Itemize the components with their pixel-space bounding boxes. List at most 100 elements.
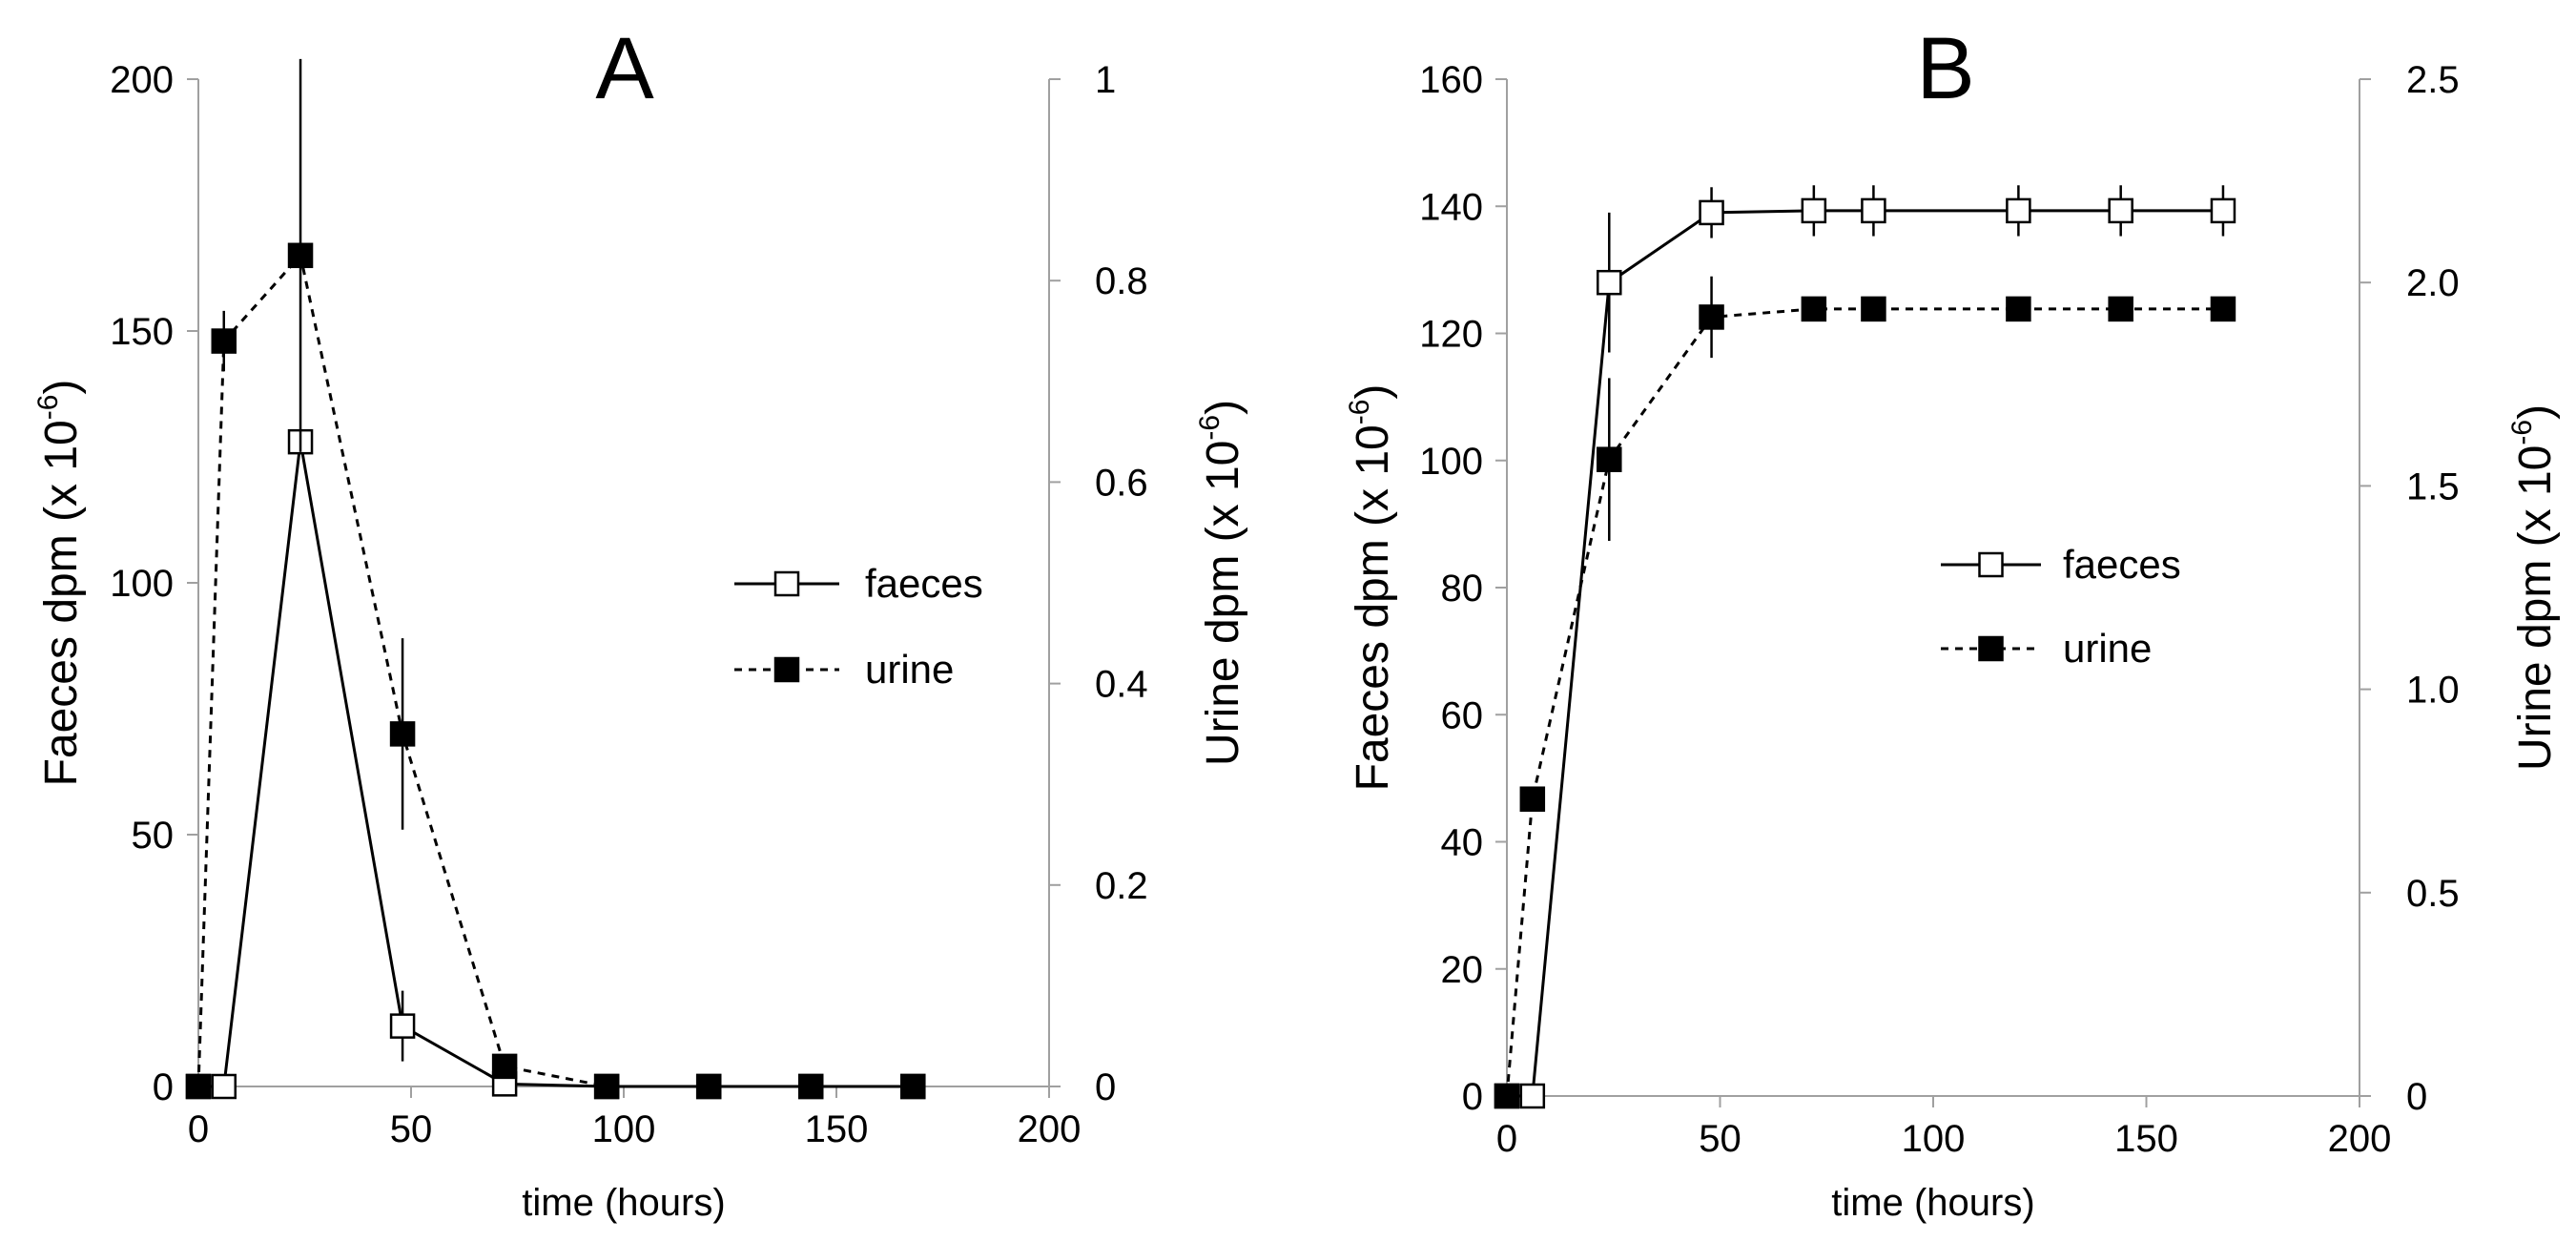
series-line-urine <box>196 252 914 1088</box>
x-tick-label: 150 <box>805 1108 869 1150</box>
data-point-urine <box>1861 296 1886 322</box>
data-point-urine <box>211 328 237 354</box>
x-tick-label: 50 <box>1699 1118 1741 1160</box>
series-urine <box>1494 276 2236 1109</box>
y-axis-title-main: Faeces dpm (x 10 <box>36 420 87 786</box>
legend-marker <box>1978 635 2004 662</box>
y-axis-title-main: Faeces dpm (x 10 <box>1348 424 1398 791</box>
x-tick-label: 100 <box>1902 1118 1966 1160</box>
y-axis-title-sup: -6 <box>2506 420 2538 445</box>
y-left-tick-label: 0 <box>153 1066 174 1108</box>
data-point-faeces <box>2108 197 2133 224</box>
y-right-tick-label: 1.5 <box>2406 465 2460 507</box>
legend-marker <box>1978 551 2004 578</box>
y-left-tick-label: 0 <box>1462 1076 1483 1118</box>
y-left-tick-label: 50 <box>132 815 175 857</box>
y-right-tick-label: 0.5 <box>2406 873 2460 915</box>
legend-item-faeces: faeces <box>1941 542 2181 587</box>
chart-panel-a: 0 50 100 150 200 0 50 100 150 200 0 0.2 0.4 0.6 0.8 1 ti… <box>32 20 1248 1224</box>
series-faeces <box>185 428 926 1100</box>
legend-label: urine <box>865 647 954 692</box>
series-line-faeces <box>198 441 914 1088</box>
data-point-urine <box>1519 786 1546 812</box>
data-point-urine <box>797 1073 824 1100</box>
data-point-faeces <box>2006 197 2031 224</box>
data-point-faeces <box>1699 199 1724 226</box>
y-axis-title-sup: -6 <box>32 395 64 421</box>
data-point-faeces <box>1801 197 1827 224</box>
legend-item-urine: urine <box>734 647 954 692</box>
legend-marker <box>773 656 800 683</box>
y-right-tick-label: 0.4 <box>1095 664 1148 706</box>
y-left-tick-label: 20 <box>1441 949 1484 991</box>
data-point-urine <box>2108 296 2133 322</box>
data-point-urine <box>287 242 314 269</box>
x-tick-label: 50 <box>390 1108 433 1150</box>
data-point-faeces <box>2210 197 2236 224</box>
data-point-urine <box>2006 296 2031 322</box>
y-axis-title-right: Urine dpm (x 10-6) <box>2506 404 2561 771</box>
data-point-faeces <box>1597 269 1622 296</box>
data-point-urine <box>695 1073 722 1100</box>
panel-label: A <box>595 20 654 117</box>
y-axis-title-end: ) <box>1348 384 1398 400</box>
y-axis-title-left: Faeces dpm (x 10-6) <box>1344 384 1398 792</box>
y-right-tick-label: 0 <box>1095 1066 1116 1108</box>
legend-label: faeces <box>2063 542 2181 587</box>
y-left-tick-label: 150 <box>110 311 174 353</box>
y-left-tick-label: 100 <box>110 563 174 605</box>
y-right-tick-label: 0.8 <box>1095 260 1148 302</box>
y-left-tick-label: 200 <box>110 59 174 101</box>
data-point-faeces <box>211 1073 237 1100</box>
x-axis-title: time (hours) <box>522 1182 725 1224</box>
data-point-faeces <box>1519 1083 1546 1109</box>
y-axis-title-end: ) <box>1198 400 1248 415</box>
x-tick-label: 0 <box>188 1108 209 1150</box>
y-axis-title-end: ) <box>36 380 87 395</box>
x-tick-label: 100 <box>592 1108 656 1150</box>
series-urine <box>185 58 926 1100</box>
data-point-urine <box>389 721 416 747</box>
x-tick-label: 0 <box>1496 1118 1517 1160</box>
legend-item-urine: urine <box>1941 626 2152 671</box>
data-point-urine <box>1597 446 1622 472</box>
y-left-tick-label: 120 <box>1419 314 1483 356</box>
series-line-urine <box>1505 307 2223 1097</box>
x-axis-title: time (hours) <box>1831 1182 2034 1224</box>
y-right-tick-label: 0.6 <box>1095 462 1148 504</box>
y-right-tick-label: 0 <box>2406 1076 2427 1118</box>
data-point-urine <box>900 1073 926 1100</box>
y-axis-title-end: ) <box>2510 404 2561 420</box>
y-right-tick-label: 0.2 <box>1095 865 1148 907</box>
y-right-tick-label: 2.5 <box>2406 59 2460 101</box>
y-right-tick-label: 1.0 <box>2406 670 2460 712</box>
y-right-tick-label: 1 <box>1095 59 1116 101</box>
data-point-urine <box>491 1053 518 1080</box>
y-axis-title-main: Urine dpm (x 10 <box>2510 445 2561 771</box>
data-point-faeces <box>1861 197 1886 224</box>
data-point-urine <box>593 1073 620 1100</box>
x-tick-label: 150 <box>2114 1118 2178 1160</box>
panel-label: B <box>1916 20 1974 117</box>
y-left-tick-label: 60 <box>1441 694 1484 736</box>
y-right-tick-label: 2.0 <box>2406 262 2460 304</box>
legend-label: urine <box>2063 626 2152 671</box>
data-point-urine <box>185 1073 212 1100</box>
y-left-tick-label: 140 <box>1419 186 1483 228</box>
data-point-urine <box>1494 1083 1520 1109</box>
y-left-tick-label: 40 <box>1441 822 1484 864</box>
data-point-faeces <box>389 1013 416 1039</box>
data-point-urine <box>1699 304 1724 330</box>
y-axis-title-main: Urine dpm (x 10 <box>1198 441 1248 766</box>
x-tick-label: 200 <box>1018 1108 1082 1150</box>
chart-panel-b: 0 50 100 150 200 0 20 40 60 80 100 120 140 160 0 0.5 1.0… <box>1344 20 2561 1224</box>
y-axis-title-right: Urine dpm (x 10-6) <box>1194 400 1248 766</box>
data-point-urine <box>2210 296 2236 322</box>
y-left-tick-label: 160 <box>1419 59 1483 101</box>
legend-item-faeces: faeces <box>734 561 983 606</box>
y-axis-title-left: Faeces dpm (x 10-6) <box>32 380 87 787</box>
y-left-tick-label: 80 <box>1441 568 1484 610</box>
y-axis-title-sup: -6 <box>1344 400 1375 425</box>
legend-label: faeces <box>865 561 983 606</box>
